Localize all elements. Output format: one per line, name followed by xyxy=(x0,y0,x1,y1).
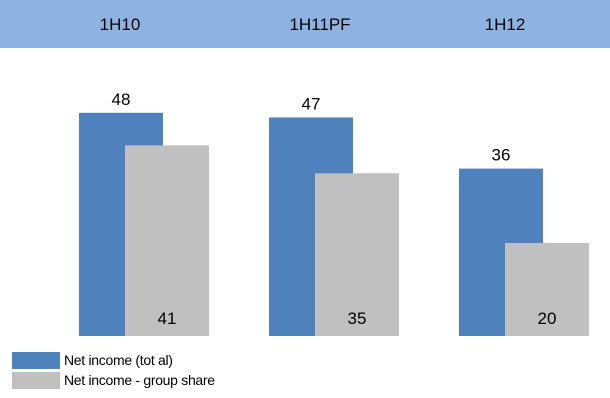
data-label-group-share-0: 41 xyxy=(158,309,177,328)
category-header-band xyxy=(0,0,610,48)
data-label-total-0: 48 xyxy=(112,90,131,109)
legend-item-group-share: Net income - group share xyxy=(12,370,215,390)
bar-group-share-0 xyxy=(125,145,209,336)
category-label-0: 1H10 xyxy=(100,15,141,34)
category-label-2: 1H12 xyxy=(485,15,526,34)
legend-label-total: Net income (tot al) xyxy=(64,352,173,368)
bar-group-share-2 xyxy=(505,243,589,336)
data-label-total-2: 36 xyxy=(492,146,511,165)
data-label-group-share-2: 20 xyxy=(538,309,557,328)
legend-label-group-share: Net income - group share xyxy=(64,372,215,388)
data-label-group-share-1: 35 xyxy=(348,309,367,328)
bar-chart: 1H10 1H11PF 1H12 48 47 36 41 35 20 xyxy=(79,15,589,336)
legend: Net income (tot al) Net income - group s… xyxy=(12,350,215,390)
category-label-1: 1H11PF xyxy=(289,15,350,34)
legend-swatch-total xyxy=(12,351,60,369)
legend-swatch-group-share xyxy=(12,371,60,389)
bar-group-share-1 xyxy=(315,173,399,336)
data-label-total-1: 47 xyxy=(302,94,321,113)
legend-item-total: Net income (tot al) xyxy=(12,350,215,370)
